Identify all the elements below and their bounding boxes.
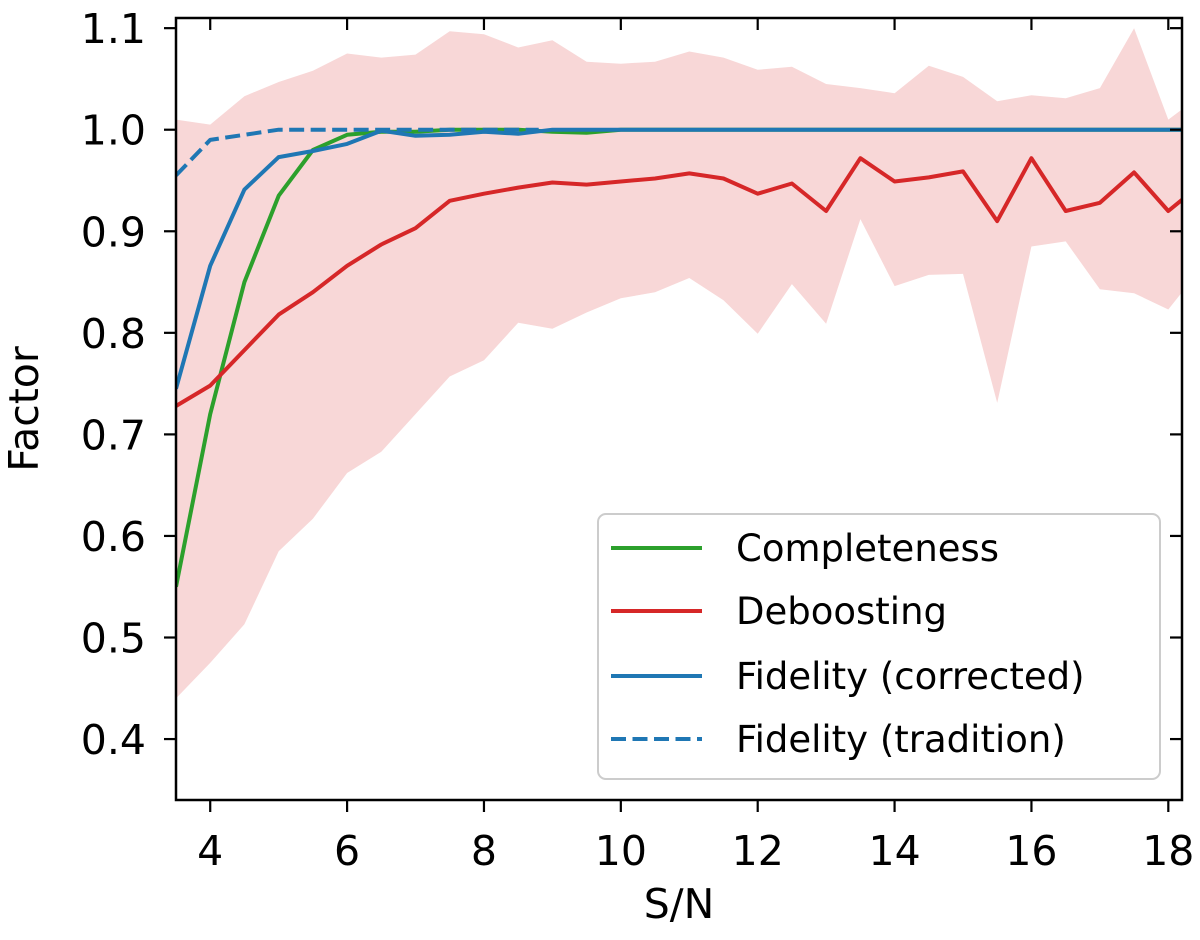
y-tick-label: 0.5 [81, 615, 146, 663]
y-tick-label: 0.8 [81, 310, 146, 358]
y-tick-label: 1.1 [81, 5, 146, 53]
y-axis-label: Factor [0, 346, 48, 472]
x-tick-label: 6 [334, 827, 360, 875]
x-tick-label: 16 [1005, 827, 1057, 875]
legend-label: Completeness [736, 527, 999, 570]
legend-label: Fidelity (tradition) [736, 718, 1066, 761]
series-line-completeness [176, 127, 1182, 588]
plot-frame [174, 16, 1184, 802]
y-tick-label: 0.7 [81, 411, 146, 459]
series-layer [176, 127, 1182, 588]
x-tick-label: 12 [732, 827, 784, 875]
deboosting-band [176, 28, 1182, 699]
legend-label: Fidelity (corrected) [736, 655, 1085, 698]
y-tick-label: 1.0 [81, 107, 146, 155]
tick-layer: 4 6 8 10 12 14 16 18 0.4 0.5 0.6 0.7 0.8 0.9 1.0 1.1 [81, 5, 1195, 875]
x-tick-label: 14 [868, 827, 920, 875]
series-line-fidelity-corrected [176, 127, 1182, 390]
legend-label: Deboosting [736, 590, 947, 633]
y-tick-label: 0.9 [81, 208, 146, 256]
x-axis-label: S/N [644, 880, 715, 928]
deboosting-band-layer [176, 28, 1182, 699]
x-tick-label: 4 [197, 827, 223, 875]
legend-frame [597, 513, 1161, 780]
x-tick-label: 8 [471, 827, 497, 875]
series-line-deboosting [176, 156, 1182, 408]
legend: Completeness Deboosting Fidelity (correcte… [597, 513, 1161, 780]
x-tick-label: 18 [1142, 827, 1194, 875]
y-tick-label: 0.6 [81, 513, 146, 561]
x-tick-label: 10 [595, 827, 647, 875]
y-tick-label: 0.4 [81, 716, 146, 764]
